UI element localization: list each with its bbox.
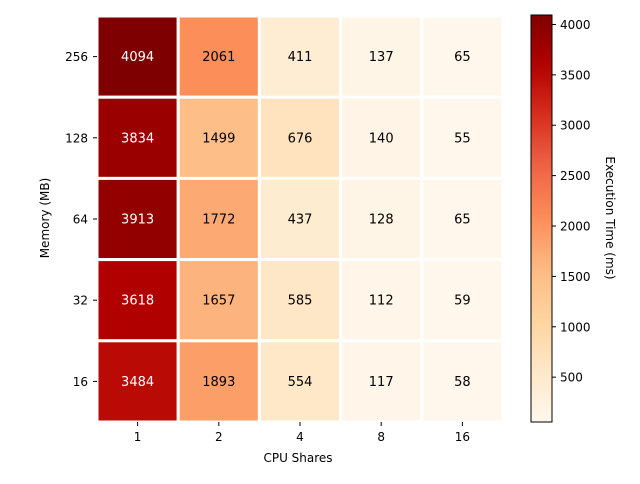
heatmap-cell bbox=[176, 176, 261, 262]
cell-value-label: 4094 bbox=[121, 50, 154, 65]
heatmap-cell bbox=[257, 95, 343, 180]
cell-value-label: 128 bbox=[369, 213, 394, 228]
colorbar-tick-label: 1500 bbox=[560, 270, 591, 284]
heatmap-cell bbox=[420, 258, 505, 343]
cell-value-label: 1893 bbox=[202, 375, 235, 390]
heatmap-cell bbox=[95, 14, 180, 99]
y-tick-label: 256 bbox=[65, 50, 88, 64]
heatmap-cell bbox=[257, 176, 343, 262]
heatmap-cell bbox=[339, 176, 424, 262]
heatmap-cell bbox=[420, 95, 505, 180]
cell-value-label: 3618 bbox=[121, 294, 154, 309]
cell-value-label: 2061 bbox=[202, 50, 235, 65]
cell-value-label: 676 bbox=[288, 131, 313, 146]
x-tick-label: 8 bbox=[377, 430, 385, 444]
cell-value-label: 59 bbox=[454, 294, 471, 309]
cell-value-label: 3484 bbox=[121, 375, 154, 390]
colorbar-tick-label: 2000 bbox=[560, 220, 591, 234]
cell-value-label: 55 bbox=[454, 131, 471, 146]
cell-value-label: 65 bbox=[454, 213, 471, 228]
cell-value-label: 1657 bbox=[202, 294, 235, 309]
colorbar: 500 1000 1500 2000 2500 3000 3500 4000 bbox=[530, 14, 591, 423]
colorbar-tick-label: 500 bbox=[560, 371, 583, 385]
colorbar-tick-label: 4000 bbox=[560, 18, 591, 32]
heatmap-cell bbox=[95, 339, 180, 424]
x-axis: 1 2 4 8 16 bbox=[134, 422, 470, 444]
cell-value-label: 437 bbox=[288, 213, 313, 228]
cell-value-label: 117 bbox=[369, 375, 394, 390]
cell-value-label: 65 bbox=[454, 50, 471, 65]
heatmap-cell bbox=[339, 339, 424, 424]
x-tick-label: 2 bbox=[215, 430, 223, 444]
heatmap-cell bbox=[420, 176, 505, 262]
x-axis-label: CPU Shares bbox=[263, 451, 332, 465]
colorbar-tick-label: 3000 bbox=[560, 119, 591, 133]
y-tick-label: 16 bbox=[73, 375, 88, 389]
y-axis: 256 128 64 32 16 bbox=[65, 50, 97, 389]
heatmap-cell bbox=[257, 14, 343, 99]
heatmap-cell bbox=[176, 258, 261, 343]
cell-value-label: 3834 bbox=[121, 131, 154, 146]
cell-value-label: 1499 bbox=[202, 131, 235, 146]
colorbar-tick-label: 2500 bbox=[560, 169, 591, 183]
heatmap-cell bbox=[339, 258, 424, 343]
cell-value-label: 58 bbox=[454, 375, 471, 390]
colorbar-tick-label: 3500 bbox=[560, 68, 591, 82]
x-tick-label: 1 bbox=[134, 430, 142, 444]
colorbar-gradient bbox=[530, 14, 553, 423]
heatmap-cell bbox=[176, 14, 261, 99]
heatmap-cells: 4094 2061 411 137 65 3834 1499 676 140 55 3913 1772… bbox=[95, 14, 505, 424]
colorbar-label: Execution Time (ms) bbox=[603, 156, 617, 279]
x-tick-label: 16 bbox=[455, 430, 470, 444]
cell-value-label: 140 bbox=[369, 131, 394, 146]
cell-value-label: 585 bbox=[288, 294, 313, 309]
y-tick-label: 64 bbox=[73, 213, 88, 227]
colorbar-tick-label: 1000 bbox=[560, 320, 591, 334]
cell-value-label: 554 bbox=[288, 375, 313, 390]
y-tick-label: 128 bbox=[65, 131, 88, 145]
y-tick-label: 32 bbox=[73, 294, 88, 308]
heatmap-cell bbox=[257, 339, 343, 424]
cell-value-label: 411 bbox=[288, 50, 313, 65]
heatmap-cell bbox=[420, 339, 505, 424]
heatmap-cell bbox=[257, 258, 343, 343]
cell-value-label: 3913 bbox=[121, 213, 154, 228]
x-tick-label: 4 bbox=[296, 430, 304, 444]
cell-value-label: 137 bbox=[369, 50, 394, 65]
y-axis-label: Memory (MB) bbox=[38, 178, 52, 259]
cell-value-label: 1772 bbox=[202, 213, 235, 228]
cell-value-label: 112 bbox=[369, 294, 394, 309]
